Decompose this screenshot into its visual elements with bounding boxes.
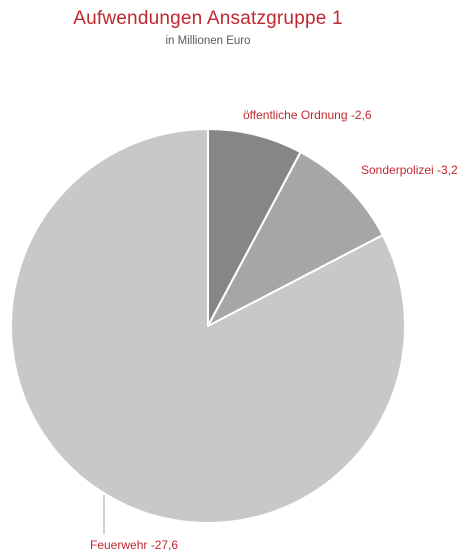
pie-slice-sonderpolizei xyxy=(207,151,384,327)
pie-labels: öffentliche Ordnung -2,6 Sonderpolizei -3… xyxy=(90,108,458,552)
chart-subtitle: in Millionen Euro xyxy=(165,35,251,47)
pie-slices xyxy=(10,128,406,524)
chart-title: Aufwendungen Ansatzgruppe 1 xyxy=(73,8,343,29)
slice-label-öffentliche-ordnung: öffentliche Ordnung -2,6 xyxy=(243,108,372,122)
slice-label-sonderpolizei: Sonderpolizei -3,2 xyxy=(361,163,458,177)
pie-slice-feuerwehr xyxy=(10,128,406,524)
slice-label-feuerwehr: Feuerwehr -27,6 xyxy=(90,538,178,552)
pie-slice-öffentliche-ordnung xyxy=(207,128,302,327)
